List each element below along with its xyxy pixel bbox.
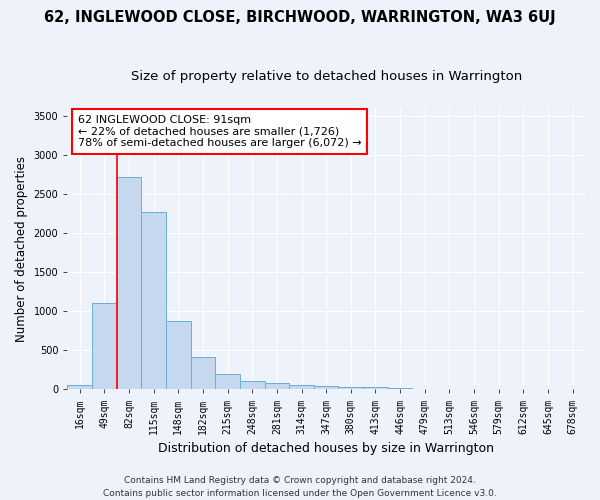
Bar bbox=[92, 304, 116, 390]
Bar bbox=[289, 385, 314, 390]
Bar bbox=[388, 388, 412, 390]
Title: Size of property relative to detached houses in Warrington: Size of property relative to detached ho… bbox=[131, 70, 522, 83]
Bar bbox=[191, 356, 215, 390]
Text: 62 INGLEWOOD CLOSE: 91sqm
← 22% of detached houses are smaller (1,726)
78% of se: 62 INGLEWOOD CLOSE: 91sqm ← 22% of detac… bbox=[77, 115, 361, 148]
Bar bbox=[314, 386, 338, 390]
Bar bbox=[412, 388, 437, 390]
Bar bbox=[141, 212, 166, 390]
Bar bbox=[265, 383, 289, 390]
Y-axis label: Number of detached properties: Number of detached properties bbox=[15, 156, 28, 342]
X-axis label: Distribution of detached houses by size in Warrington: Distribution of detached houses by size … bbox=[158, 442, 494, 455]
Text: Contains HM Land Registry data © Crown copyright and database right 2024.
Contai: Contains HM Land Registry data © Crown c… bbox=[103, 476, 497, 498]
Bar bbox=[240, 381, 265, 390]
Bar bbox=[116, 176, 141, 390]
Bar bbox=[67, 386, 92, 390]
Bar bbox=[338, 387, 363, 390]
Text: 62, INGLEWOOD CLOSE, BIRCHWOOD, WARRINGTON, WA3 6UJ: 62, INGLEWOOD CLOSE, BIRCHWOOD, WARRINGT… bbox=[44, 10, 556, 25]
Bar bbox=[166, 322, 191, 390]
Bar bbox=[437, 389, 462, 390]
Bar bbox=[363, 388, 388, 390]
Bar bbox=[215, 374, 240, 390]
